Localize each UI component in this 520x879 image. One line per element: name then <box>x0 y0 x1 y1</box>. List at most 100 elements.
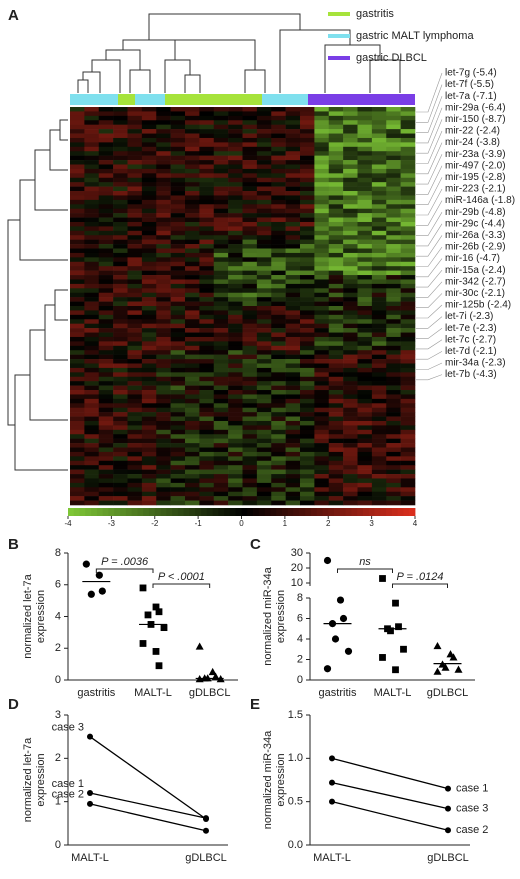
heatmap-cell <box>98 310 114 316</box>
heatmap-cell <box>256 487 272 493</box>
heatmap-cell <box>199 146 215 152</box>
heatmap-cell <box>170 168 186 174</box>
heatmap-cell <box>400 173 416 179</box>
heatmap-cell <box>300 306 315 311</box>
heatmap-cell <box>113 195 128 201</box>
heatmap-cell <box>213 398 229 404</box>
heatmap-cell <box>170 107 186 112</box>
heatmap-cell <box>400 460 416 466</box>
heatmap-cell <box>328 367 344 373</box>
heatmap-cell <box>156 403 171 409</box>
heatmap-cell <box>185 390 200 395</box>
heatmap-cell <box>113 363 128 369</box>
heatmap-cell <box>185 412 200 417</box>
heatmap-cell <box>228 376 243 382</box>
heatmap-cell <box>70 252 85 258</box>
heatmap-cell <box>156 323 171 329</box>
heatmap-cell <box>271 359 286 364</box>
heatmap-cell <box>271 420 286 426</box>
heatmap-cell <box>271 390 286 395</box>
heatmap-cell <box>84 398 100 404</box>
heatmap-cell <box>228 160 243 165</box>
heatmap-cell <box>271 292 286 298</box>
heatmap-cell <box>300 244 315 249</box>
heatmap-cell <box>141 301 157 307</box>
heatmap-cell <box>371 191 387 196</box>
heatmap-cell <box>242 239 258 245</box>
heatmap-cell <box>141 221 157 227</box>
case-label: case 2 <box>52 789 84 801</box>
heatmap-cell <box>285 275 301 280</box>
heatmap-cell <box>343 306 358 311</box>
heatmap-cell <box>213 478 229 484</box>
heatmap-cell <box>228 213 243 218</box>
heatmap-cell <box>170 482 186 488</box>
heatmap-cell <box>213 164 229 170</box>
x-tick-label: MALT-L <box>71 852 109 864</box>
heatmap-cell <box>285 478 301 484</box>
heatmap-cell <box>98 248 114 254</box>
heatmap-cell <box>256 482 272 488</box>
heatmap-cell <box>98 438 114 444</box>
heatmap-cell <box>371 208 387 214</box>
heatmap-cell <box>300 385 315 391</box>
heatmap-cell <box>271 257 286 263</box>
heatmap-cell <box>271 213 286 218</box>
heatmap-cell <box>300 270 315 276</box>
heatmap-cell <box>185 111 200 117</box>
point <box>445 827 451 834</box>
heatmap-cell <box>314 367 330 373</box>
heatmap-cell <box>314 416 330 422</box>
heatmap-cell <box>98 235 114 240</box>
heatmap-cell <box>84 133 100 139</box>
heatmap-cell <box>213 367 229 373</box>
heatmap-cell <box>141 306 157 311</box>
heatmap-cell <box>199 478 215 484</box>
heatmap-cell <box>400 217 416 223</box>
colorbar-segment <box>264 508 271 516</box>
heatmap-cell <box>256 160 272 165</box>
heatmap-cell <box>98 469 114 475</box>
heatmap-cell <box>70 310 85 316</box>
heatmap-cell <box>300 438 315 444</box>
heatmap-cell <box>70 496 85 501</box>
heatmap-cell <box>84 199 100 205</box>
heatmap-cell <box>357 252 373 258</box>
heatmap-cell <box>156 129 171 134</box>
heatmap-cell <box>185 168 200 174</box>
heatmap-cell <box>400 345 416 351</box>
heatmap-cell <box>371 266 387 271</box>
point <box>433 667 442 675</box>
heatmap-cell <box>256 451 272 457</box>
heatmap-cell <box>98 142 114 148</box>
heatmap-cell <box>285 208 301 214</box>
heatmap-cell <box>300 261 315 267</box>
heatmap-cell <box>156 336 171 342</box>
heatmap-cell <box>199 151 215 156</box>
heatmap-cell <box>141 261 157 267</box>
heatmap-cell <box>386 376 401 382</box>
heatmap-cell <box>70 425 85 431</box>
heatmap-cell <box>228 328 243 333</box>
heatmap-cell <box>70 350 85 355</box>
heatmap-cell <box>285 111 301 117</box>
colorbar-segment <box>212 508 219 516</box>
row-label: mir-22 (-2.4) <box>445 126 500 137</box>
heatmap-cell <box>113 376 128 382</box>
heatmap-cell <box>328 425 344 431</box>
heatmap-cell <box>271 186 286 192</box>
heatmap-cell <box>314 226 330 232</box>
heatmap-cell <box>256 195 272 201</box>
heatmap-cell <box>199 328 215 333</box>
heatmap-cell <box>141 416 157 422</box>
heatmap-cell <box>285 283 301 289</box>
heatmap-cell <box>228 456 243 462</box>
heatmap-cell <box>400 491 416 497</box>
heatmap-cell <box>199 120 215 125</box>
heatmap-cell <box>127 376 143 382</box>
heatmap-cell <box>314 345 330 351</box>
heatmap-cell <box>141 213 157 218</box>
heatmap-cell <box>113 420 128 426</box>
heatmap-cell <box>300 213 315 218</box>
heatmap-cell <box>371 407 387 413</box>
